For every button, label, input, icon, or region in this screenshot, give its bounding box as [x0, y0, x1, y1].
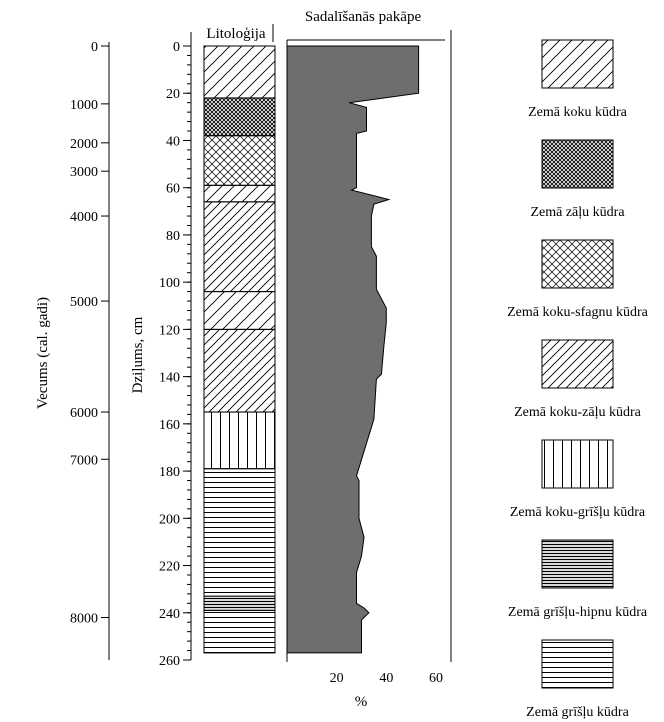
lithology-layer-grislu [203, 609, 276, 654]
depth-tick-label: 180 [159, 465, 180, 480]
legend-swatch-grislu-hipnu [541, 539, 614, 589]
percent-axis-title: % [355, 694, 368, 710]
lithology-layer-koku-sfagnu [203, 135, 276, 186]
legend-label: Zemā grīšļu kūdra [526, 705, 629, 720]
age-tick-label: 6000 [70, 406, 98, 421]
legend-swatch-koku [541, 39, 614, 89]
age-tick-label: 5000 [70, 295, 98, 310]
legend-label: Zemā koku-grīšļu kūdra [510, 505, 646, 520]
legend-label: Zemā koku-sfagnu kūdra [507, 305, 649, 320]
age-ticks: 0 1000 2000 3000 4000 5000 6000 7000 8000 [70, 40, 109, 626]
age-axis-title: Vecums (cal. gadi) [35, 297, 51, 409]
lithology-layer-grislu-hipnu [203, 595, 276, 611]
age-tick-label: 3000 [70, 165, 98, 180]
age-axis: 0 1000 2000 3000 4000 5000 6000 7000 8000 Vecums… [35, 40, 110, 660]
legend-swatch-koku-zalu [541, 339, 614, 389]
decomposition-area [286, 45, 420, 654]
depth-axis-title: Dziļums, cm [130, 316, 146, 393]
decomposition-panel: Sadalīšanās pakāpe 20 40 60 % [286, 9, 452, 710]
legend-swatch-grislu [541, 639, 614, 689]
lithology-layer-koku [203, 45, 276, 99]
percent-tick-label: 20 [330, 671, 344, 686]
depth-axis: 0 20 40 60 80 100 120 140 160 180 200 220 240 260 Dzi… [130, 32, 192, 669]
lithology-layer-koku [203, 184, 276, 203]
depth-tick-label: 100 [159, 276, 180, 291]
depth-tick-label: 80 [166, 229, 180, 244]
legend-label: Zemā koku-zāļu kūdra [514, 405, 642, 420]
legend-label: Zemā grīšļu-hipnu kūdra [508, 605, 648, 620]
lithology-layers [203, 45, 276, 654]
depth-tick-label: 120 [159, 323, 180, 338]
depth-ticks: 0 20 40 60 80 100 120 140 160 180 200 220 240 260 [159, 40, 191, 669]
age-tick-label: 7000 [70, 453, 98, 468]
depth-tick-label: 160 [159, 418, 180, 433]
percent-tick-label: 40 [379, 671, 393, 686]
age-tick-label: 4000 [70, 210, 98, 225]
lithology-column: Litoloģija [203, 24, 276, 654]
age-tick-label: 0 [91, 40, 98, 55]
depth-tick-label: 220 [159, 560, 180, 575]
lithology-layer-grislu [203, 468, 276, 597]
percent-tick-label: 60 [429, 671, 443, 686]
depth-tick-label: 200 [159, 512, 180, 527]
lithology-layer-koku-grislu [203, 411, 276, 470]
legend: Zemā koku kūdra Zemā zāļu kūdra Zemā koku-… [507, 39, 649, 720]
depth-tick-label: 260 [159, 654, 180, 669]
lithology-layer-koku [203, 291, 276, 330]
age-tick-label: 2000 [70, 137, 98, 152]
depth-tick-label: 240 [159, 607, 180, 622]
depth-tick-label: 60 [166, 182, 180, 197]
legend-swatch-zalu [541, 139, 614, 189]
legend-swatch-koku-sfagnu [541, 239, 614, 289]
legend-label: Zemā koku kūdra [528, 105, 628, 120]
decomposition-title: Sadalīšanās pakāpe [305, 9, 422, 25]
age-tick-label: 8000 [70, 611, 98, 626]
depth-tick-label: 0 [173, 40, 180, 55]
lithology-layer-koku-zalu [203, 328, 276, 413]
legend-label: Zemā zāļu kūdra [530, 205, 625, 220]
depth-tick-label: 20 [166, 87, 180, 102]
depth-tick-label: 140 [159, 371, 180, 386]
lithology-layer-zalu [203, 97, 276, 137]
percent-ticks: 20 40 60 [330, 671, 443, 686]
depth-tick-label: 40 [166, 134, 180, 149]
lithology-layer-koku-zalu [203, 201, 276, 293]
legend-swatch-koku-grislu [541, 439, 614, 489]
lithology-title: Litoloģija [206, 26, 266, 42]
age-tick-label: 1000 [70, 98, 98, 113]
